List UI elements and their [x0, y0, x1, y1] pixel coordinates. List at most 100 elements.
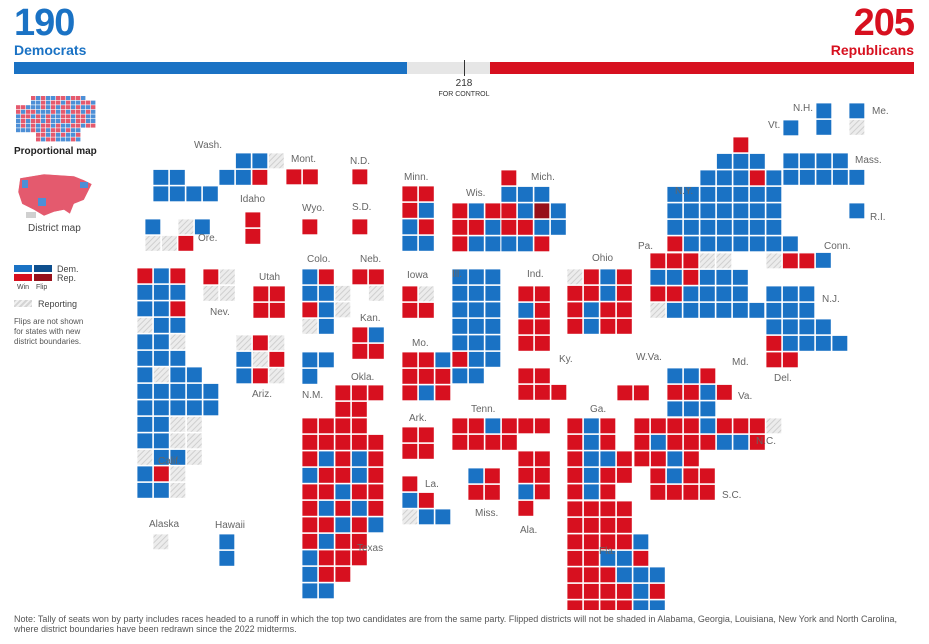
district-cell[interactable]	[765, 219, 783, 236]
district-cell[interactable]	[301, 318, 319, 335]
district-cell[interactable]	[334, 566, 352, 583]
state-ill[interactable]	[451, 268, 502, 385]
district-cell[interactable]	[666, 484, 683, 501]
district-cell[interactable]	[583, 434, 600, 451]
district-cell[interactable]	[186, 432, 203, 450]
district-cell[interactable]	[666, 235, 684, 253]
district-cell[interactable]	[418, 443, 435, 460]
district-cell[interactable]	[732, 235, 750, 253]
district-cell[interactable]	[583, 285, 600, 302]
state-wyo[interactable]	[301, 218, 319, 236]
district-cell[interactable]	[550, 384, 568, 401]
district-cell[interactable]	[152, 533, 170, 551]
district-cell[interactable]	[616, 285, 633, 302]
district-cell[interactable]	[318, 450, 335, 468]
district-cell[interactable]	[566, 483, 584, 501]
district-cell[interactable]	[782, 119, 800, 137]
district-cell[interactable]	[732, 136, 750, 154]
district-cell[interactable]	[418, 492, 435, 509]
district-cell[interactable]	[616, 301, 633, 319]
state-alaska[interactable]	[152, 533, 170, 551]
district-cell[interactable]	[318, 533, 335, 550]
district-cell[interactable]	[716, 434, 733, 451]
state-okla[interactable]	[334, 384, 385, 435]
district-cell[interactable]	[484, 219, 502, 236]
district-cell[interactable]	[484, 318, 502, 335]
district-cell[interactable]	[484, 301, 502, 319]
district-cell[interactable]	[418, 384, 435, 402]
district-cell[interactable]	[268, 367, 286, 385]
district-cell[interactable]	[699, 484, 716, 501]
district-cell[interactable]	[351, 168, 369, 186]
district-cell[interactable]	[699, 417, 717, 435]
district-cell[interactable]	[517, 417, 535, 435]
district-cell[interactable]	[799, 169, 816, 186]
district-cell[interactable]	[268, 334, 286, 352]
district-cell[interactable]	[782, 351, 799, 369]
district-cell[interactable]	[136, 482, 154, 499]
district-cell[interactable]	[136, 366, 154, 384]
district-cell[interactable]	[517, 285, 535, 303]
district-cell[interactable]	[815, 152, 833, 170]
state-me[interactable]	[848, 102, 866, 136]
state-n-d[interactable]	[351, 168, 369, 186]
district-cell[interactable]	[699, 186, 717, 203]
district-cell[interactable]	[749, 202, 766, 220]
district-cell[interactable]	[732, 202, 750, 220]
district-cell[interactable]	[616, 583, 633, 600]
district-cell[interactable]	[235, 152, 252, 170]
district-cell[interactable]	[451, 351, 469, 368]
district-cell[interactable]	[318, 301, 335, 319]
district-cell[interactable]	[649, 484, 667, 501]
district-cell[interactable]	[169, 416, 187, 433]
district-cell[interactable]	[649, 583, 666, 600]
district-cell[interactable]	[334, 549, 352, 567]
district-cell[interactable]	[136, 383, 154, 400]
district-cell[interactable]	[468, 434, 485, 451]
district-cell[interactable]	[848, 102, 866, 120]
district-cell[interactable]	[683, 235, 700, 253]
district-cell[interactable]	[484, 484, 501, 501]
state-colo[interactable]	[301, 268, 352, 335]
district-cell[interactable]	[699, 269, 716, 286]
district-cell[interactable]	[699, 384, 717, 401]
district-cell[interactable]	[765, 235, 783, 253]
state-mass[interactable]	[782, 152, 866, 186]
state-kan[interactable]	[351, 326, 385, 360]
district-cell[interactable]	[351, 450, 368, 468]
district-cell[interactable]	[632, 599, 650, 610]
district-cell[interactable]	[599, 285, 617, 302]
district-cell[interactable]	[616, 467, 633, 484]
district-cell[interactable]	[202, 268, 220, 286]
district-cell[interactable]	[153, 284, 170, 301]
district-cell[interactable]	[144, 218, 162, 236]
district-cell[interactable]	[301, 301, 319, 319]
district-cell[interactable]	[351, 326, 369, 344]
district-cell[interactable]	[599, 500, 617, 518]
district-cell[interactable]	[153, 465, 170, 483]
district-cell[interactable]	[468, 351, 485, 368]
district-cell[interactable]	[484, 467, 501, 485]
district-cell[interactable]	[749, 169, 766, 187]
district-cell[interactable]	[169, 432, 187, 450]
district-cell[interactable]	[484, 334, 502, 352]
district-cell[interactable]	[136, 350, 154, 367]
district-cell[interactable]	[144, 235, 162, 252]
district-cell[interactable]	[682, 252, 700, 270]
state-idaho[interactable]	[244, 211, 262, 245]
district-cell[interactable]	[666, 269, 683, 286]
district-cell[interactable]	[186, 399, 203, 417]
district-cell[interactable]	[468, 301, 485, 319]
state-vt[interactable]	[782, 119, 800, 137]
district-cell[interactable]	[682, 484, 700, 501]
district-cell[interactable]	[318, 483, 335, 501]
district-cell[interactable]	[153, 317, 170, 334]
district-cell[interactable]	[269, 285, 286, 303]
district-cell[interactable]	[301, 268, 319, 286]
district-cell[interactable]	[451, 417, 469, 435]
district-cell[interactable]	[765, 351, 783, 369]
district-cell[interactable]	[351, 384, 368, 402]
district-cell[interactable]	[831, 335, 849, 352]
district-cell[interactable]	[202, 185, 219, 203]
district-cell[interactable]	[765, 169, 783, 187]
